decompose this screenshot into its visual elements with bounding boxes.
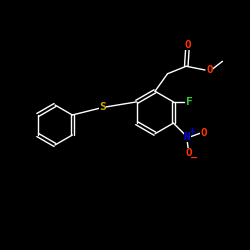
- Text: N: N: [184, 132, 190, 142]
- Text: O: O: [200, 128, 207, 138]
- Text: S: S: [99, 102, 106, 113]
- Text: O: O: [185, 148, 192, 158]
- Text: F: F: [186, 97, 193, 107]
- Text: −: −: [190, 152, 198, 163]
- Text: +: +: [188, 128, 195, 136]
- Text: O: O: [206, 65, 213, 75]
- Text: O: O: [184, 40, 191, 50]
